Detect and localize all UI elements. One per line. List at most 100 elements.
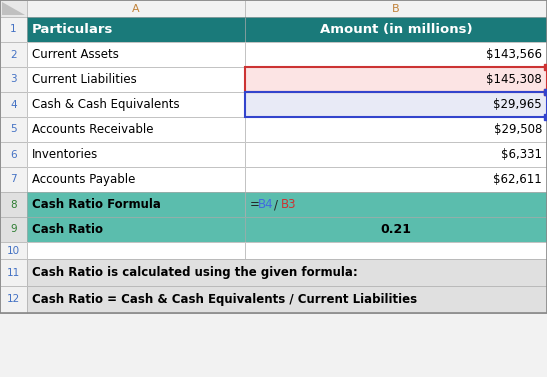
Bar xyxy=(27,117,245,142)
Text: 6: 6 xyxy=(10,150,17,159)
Bar xyxy=(0,217,27,242)
Bar xyxy=(245,242,547,259)
Bar xyxy=(0,67,27,92)
Bar xyxy=(0,192,27,217)
Bar xyxy=(245,242,547,259)
Bar xyxy=(245,117,547,142)
Bar xyxy=(0,0,27,17)
Bar xyxy=(0,142,27,167)
Bar xyxy=(0,242,27,259)
Bar xyxy=(27,217,245,242)
Bar xyxy=(27,42,245,67)
Bar xyxy=(27,67,245,92)
Text: B4: B4 xyxy=(258,198,274,211)
Bar xyxy=(245,0,547,17)
Text: 0.21: 0.21 xyxy=(381,223,411,236)
Bar xyxy=(0,92,27,117)
Bar xyxy=(0,92,27,117)
Text: 1: 1 xyxy=(10,25,17,35)
Text: 10: 10 xyxy=(7,245,20,256)
Bar xyxy=(27,217,245,242)
Polygon shape xyxy=(2,2,25,15)
Bar xyxy=(245,67,547,92)
Bar xyxy=(27,67,245,92)
Bar xyxy=(0,17,27,42)
Bar xyxy=(27,92,245,117)
Bar xyxy=(27,192,245,217)
Bar xyxy=(245,67,547,92)
Text: Current Liabilities: Current Liabilities xyxy=(32,73,137,86)
Bar xyxy=(0,192,27,217)
Text: Particulars: Particulars xyxy=(32,23,113,36)
Text: Cash & Cash Equivalents: Cash & Cash Equivalents xyxy=(32,98,179,111)
Text: Cash Ratio: Cash Ratio xyxy=(32,223,103,236)
Bar xyxy=(0,67,27,92)
Bar xyxy=(0,259,27,286)
Bar xyxy=(27,167,245,192)
Text: Accounts Payable: Accounts Payable xyxy=(32,173,135,186)
Bar xyxy=(0,0,27,17)
Bar xyxy=(0,17,27,42)
Text: B3: B3 xyxy=(281,198,296,211)
Text: Amount (in millions): Amount (in millions) xyxy=(319,23,472,36)
Bar xyxy=(245,142,547,167)
Bar xyxy=(27,142,245,167)
Text: 5: 5 xyxy=(10,124,17,135)
Text: B: B xyxy=(392,3,400,14)
Bar xyxy=(27,259,547,286)
Text: 2: 2 xyxy=(10,49,17,60)
Bar xyxy=(27,192,245,217)
Text: 3: 3 xyxy=(10,75,17,84)
Text: 4: 4 xyxy=(10,100,17,109)
Bar xyxy=(245,42,547,67)
Text: Cash Ratio = Cash & Cash Equivalents / Current Liabilities: Cash Ratio = Cash & Cash Equivalents / C… xyxy=(32,293,417,306)
Text: =: = xyxy=(250,198,260,211)
Bar xyxy=(245,0,547,17)
Bar xyxy=(27,167,245,192)
Bar xyxy=(245,17,547,42)
Bar xyxy=(245,92,547,117)
Text: $29,965: $29,965 xyxy=(493,98,542,111)
Text: Inventories: Inventories xyxy=(32,148,98,161)
Bar xyxy=(27,259,547,286)
Bar xyxy=(245,142,547,167)
Bar xyxy=(0,242,27,259)
Bar xyxy=(245,117,547,142)
Bar xyxy=(27,17,245,42)
Bar xyxy=(0,117,27,142)
Bar xyxy=(27,242,245,259)
Bar xyxy=(245,92,547,117)
Bar xyxy=(27,286,547,313)
Text: $29,508: $29,508 xyxy=(493,123,542,136)
Bar xyxy=(0,42,27,67)
Bar xyxy=(27,17,245,42)
Text: A: A xyxy=(132,3,140,14)
Bar xyxy=(0,217,27,242)
Bar xyxy=(0,167,27,192)
Text: /: / xyxy=(274,198,278,211)
Text: Cash Ratio Formula: Cash Ratio Formula xyxy=(32,198,161,211)
Bar xyxy=(0,167,27,192)
Bar xyxy=(0,286,27,313)
Bar xyxy=(0,117,27,142)
Bar xyxy=(27,286,547,313)
Bar xyxy=(245,67,547,92)
Text: 11: 11 xyxy=(7,268,20,277)
Text: $143,566: $143,566 xyxy=(486,48,542,61)
Bar xyxy=(27,142,245,167)
Bar xyxy=(27,42,245,67)
Text: Cash Ratio is calculated using the given formula:: Cash Ratio is calculated using the given… xyxy=(32,266,358,279)
Bar xyxy=(245,217,547,242)
Bar xyxy=(27,0,245,17)
Bar xyxy=(0,286,27,313)
Bar xyxy=(245,217,547,242)
Bar xyxy=(245,92,547,117)
Bar xyxy=(0,0,547,313)
Text: $62,611: $62,611 xyxy=(493,173,542,186)
Bar xyxy=(0,42,27,67)
Bar xyxy=(27,117,245,142)
Text: $145,308: $145,308 xyxy=(486,73,542,86)
Text: 9: 9 xyxy=(10,224,17,234)
Text: Accounts Receivable: Accounts Receivable xyxy=(32,123,154,136)
Text: 8: 8 xyxy=(10,199,17,210)
